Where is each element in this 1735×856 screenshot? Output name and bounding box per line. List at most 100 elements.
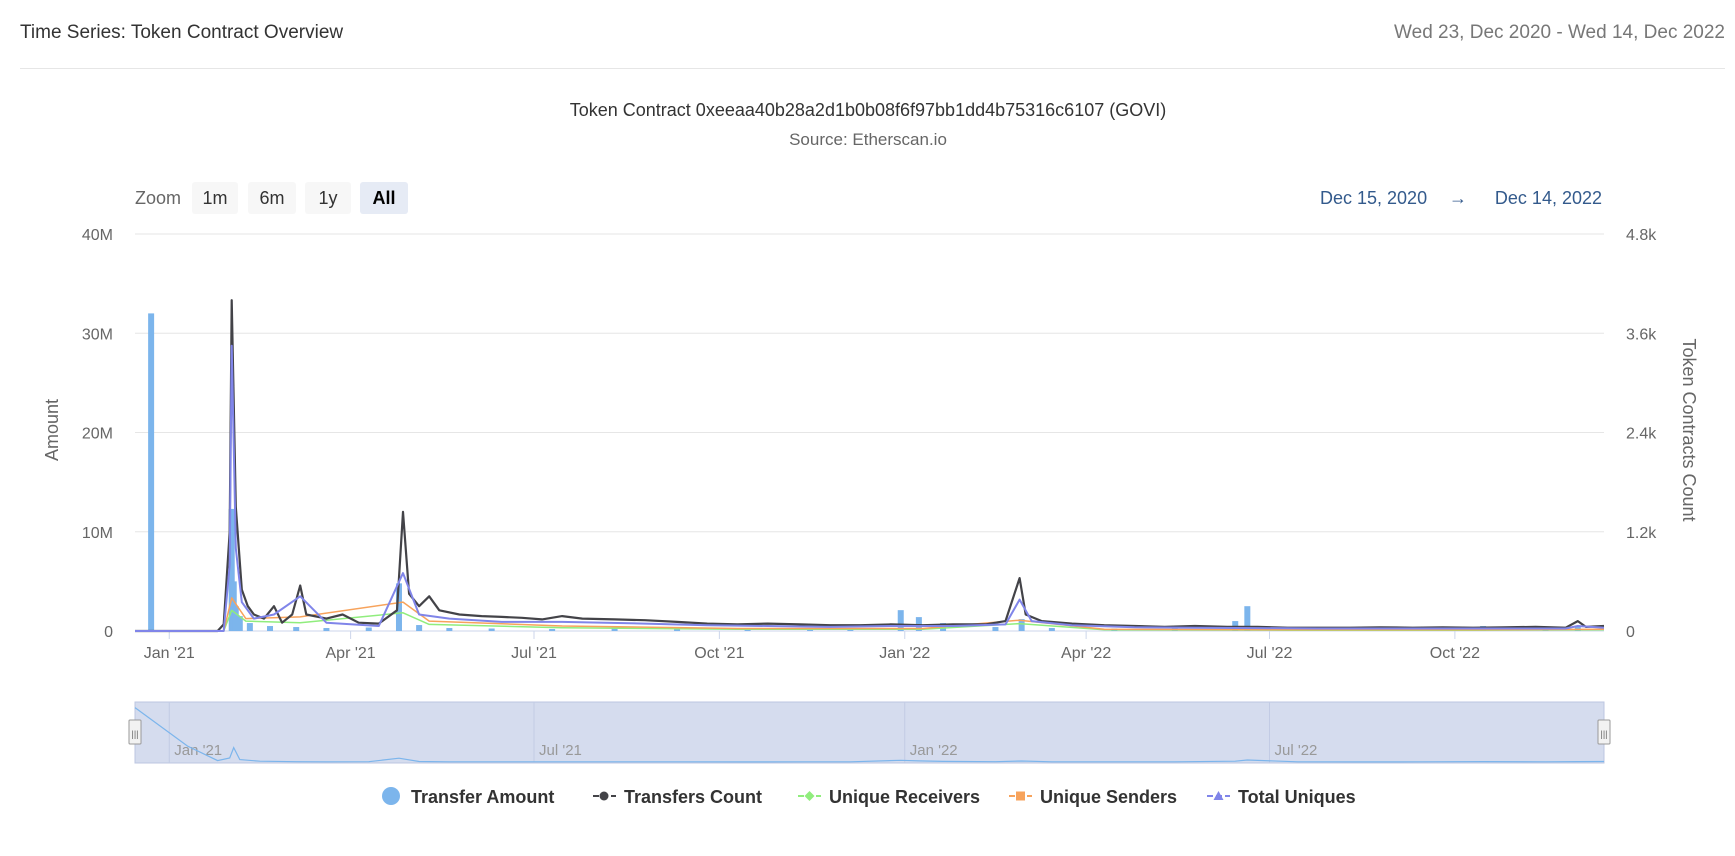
- legend-label-unique-senders[interactable]: Unique Senders: [1040, 787, 1177, 807]
- bar-transfer-amount[interactable]: [611, 628, 618, 631]
- legend-symbol-unique-receivers: [804, 791, 815, 801]
- range-to-input[interactable]: Dec 14, 2022: [1495, 188, 1602, 208]
- navigator-handle-right[interactable]: |||: [1597, 719, 1611, 745]
- bar-transfer-amount[interactable]: [236, 616, 243, 631]
- chart-area: Token Contract 0xeeaa40b28a2d1b0b08f6f97…: [0, 70, 1735, 851]
- legend-symbol-transfer-amount: [382, 787, 400, 805]
- range-from-input[interactable]: Dec 15, 2020: [1320, 188, 1427, 208]
- y-left-tick-label: 20M: [82, 426, 113, 443]
- y-right-tick-label: 0: [1626, 624, 1635, 641]
- legend-item-transfers-count[interactable]: Transfers Count: [593, 787, 762, 807]
- x-axis: Jan '21 Apr '21 Jul '21 Oct '21 Jan '22 Apr '…: [135, 630, 1604, 662]
- chart-subtitle: Source: Etherscan.io: [789, 130, 947, 149]
- y-right-tick-label: 4.8k: [1626, 227, 1657, 244]
- x-tick-label: Apr '21: [326, 645, 376, 662]
- legend-item-unique-receivers[interactable]: Unique Receivers: [798, 787, 980, 807]
- y-left-tick-label: 10M: [82, 525, 113, 542]
- bar-transfer-amount[interactable]: [1244, 606, 1251, 631]
- y-axis-right-title: Token Contracts Count: [1679, 338, 1699, 521]
- y-right-tick-label: 2.4k: [1626, 426, 1657, 443]
- navigator-label: Jan '22: [910, 742, 958, 759]
- plot-series: [135, 299, 1605, 633]
- bar-transfer-amount[interactable]: [1018, 619, 1025, 631]
- x-tick-label: Jul '22: [1247, 645, 1293, 662]
- card-title: Time Series: Token Contract Overview: [20, 22, 344, 43]
- navigator[interactable]: Jan '21 Jul '21 Jan '22 Jul '22 ||| |||: [128, 701, 1611, 764]
- date-range-label: Wed 23, Dec 2020 - Wed 14, Dec 2022: [1394, 22, 1725, 43]
- navigator-handle-left-bg[interactable]: [128, 719, 142, 745]
- zoom-button-1m-bg[interactable]: [192, 182, 238, 214]
- navigator-mask[interactable]: [134, 701, 1605, 764]
- bar-transfer-amount[interactable]: [232, 606, 239, 631]
- legend-label-transfer-amount[interactable]: Transfer Amount: [411, 787, 554, 807]
- zoom-button-1m[interactable]: 1m: [192, 182, 238, 214]
- zoom-button-all-bg[interactable]: [360, 182, 408, 214]
- x-tick-label: Oct '22: [1430, 645, 1480, 662]
- zoom-label: Zoom: [135, 188, 181, 208]
- bar-transfer-amount[interactable]: [365, 627, 372, 631]
- bar-transfer-amount[interactable]: [267, 626, 274, 631]
- series-line-total-uniques[interactable]: [135, 344, 1605, 632]
- zoom-button-6m-label[interactable]: 6m: [259, 188, 284, 208]
- bar-transfer-amount[interactable]: [488, 628, 495, 631]
- grid-lines: [135, 233, 1604, 632]
- chart-title: Token Contract 0xeeaa40b28a2d1b0b08f6f97…: [570, 100, 1166, 120]
- y-axis-left-title: Amount: [42, 399, 62, 461]
- bar-transfer-amount[interactable]: [1574, 626, 1581, 631]
- legend-symbol-unique-senders: [1016, 791, 1025, 801]
- zoom-button-all-label[interactable]: All: [372, 188, 395, 208]
- legend-label-unique-receivers[interactable]: Unique Receivers: [829, 787, 980, 807]
- time-series-chart: Token Contract 0xeeaa40b28a2d1b0b08f6f97…: [42, 100, 1699, 807]
- y-axis-left: 0 10M 20M 30M 40M: [82, 227, 113, 641]
- legend-item-unique-senders[interactable]: Unique Senders: [1009, 787, 1177, 807]
- navigator-label: Jul '21: [539, 742, 582, 759]
- legend: Transfer Amount Transfers Count Unique R…: [382, 787, 1356, 807]
- range-selector: Zoom 1m 6m 1y All Dec 15, 2020 → Dec 14,…: [135, 182, 1602, 214]
- legend-item-total-uniques[interactable]: Total Uniques: [1207, 787, 1356, 807]
- bar-transfer-amount[interactable]: [293, 627, 300, 631]
- navigator-handle-right-bg[interactable]: [1597, 719, 1611, 745]
- zoom-button-1y[interactable]: 1y: [305, 182, 351, 214]
- bar-transfer-amount[interactable]: [446, 628, 453, 631]
- zoom-button-1y-bg[interactable]: [305, 182, 351, 214]
- navigator-handle-left-glyph[interactable]: |||: [131, 729, 138, 739]
- range-arrow: →: [1449, 188, 1467, 208]
- bar-transfer-amount[interactable]: [992, 627, 999, 631]
- x-tick-label: Jan '22: [879, 645, 930, 662]
- legend-item-transfer-amount[interactable]: Transfer Amount: [382, 787, 554, 807]
- navigator-labels: Jan '21 Jul '21 Jan '22 Jul '22: [174, 742, 1317, 759]
- card-header: Time Series: Token Contract Overview Wed…: [20, 0, 1725, 69]
- series-line-transfers-count[interactable]: [135, 299, 1605, 633]
- zoom-button-all[interactable]: All: [360, 182, 408, 214]
- legend-symbol-transfers-count: [599, 791, 609, 801]
- bar-transfer-amount[interactable]: [744, 629, 751, 631]
- zoom-button-1y-label[interactable]: 1y: [318, 188, 337, 208]
- bar-transfer-amount[interactable]: [416, 625, 423, 631]
- x-tick-label: Apr '22: [1061, 645, 1111, 662]
- bar-transfer-amount[interactable]: [228, 508, 235, 631]
- y-right-tick-label: 3.6k: [1626, 326, 1657, 343]
- legend-label-transfers-count[interactable]: Transfers Count: [624, 787, 762, 807]
- legend-label-total-uniques[interactable]: Total Uniques: [1238, 787, 1356, 807]
- navigator-handle-left[interactable]: |||: [128, 719, 142, 745]
- zoom-button-6m-bg[interactable]: [248, 182, 296, 214]
- zoom-button-6m[interactable]: 6m: [248, 182, 296, 214]
- y-left-tick-label: 0: [104, 624, 113, 641]
- bar-transfer-amount[interactable]: [246, 623, 253, 631]
- x-tick-label: Jul '21: [511, 645, 557, 662]
- navigator-handle-right-glyph[interactable]: |||: [1600, 729, 1607, 739]
- bar-transfer-amount[interactable]: [323, 628, 330, 631]
- bar-transfer-amount[interactable]: [1048, 628, 1055, 631]
- bar-transfer-amount[interactable]: [395, 583, 402, 631]
- series-line-unique-senders[interactable]: [135, 597, 1605, 632]
- bar-transfer-amount[interactable]: [549, 629, 556, 631]
- bar-transfer-amount[interactable]: [148, 313, 155, 631]
- navigator-series: [134, 707, 1605, 763]
- x-tick-label: Oct '21: [694, 645, 744, 662]
- y-left-tick-label: 30M: [82, 326, 113, 343]
- bar-transfer-amount[interactable]: [897, 610, 904, 631]
- bar-transfer-amount[interactable]: [674, 629, 681, 631]
- y-left-tick-label: 40M: [82, 227, 113, 244]
- zoom-button-1m-label[interactable]: 1m: [202, 188, 227, 208]
- x-tick-label: Jan '21: [144, 645, 195, 662]
